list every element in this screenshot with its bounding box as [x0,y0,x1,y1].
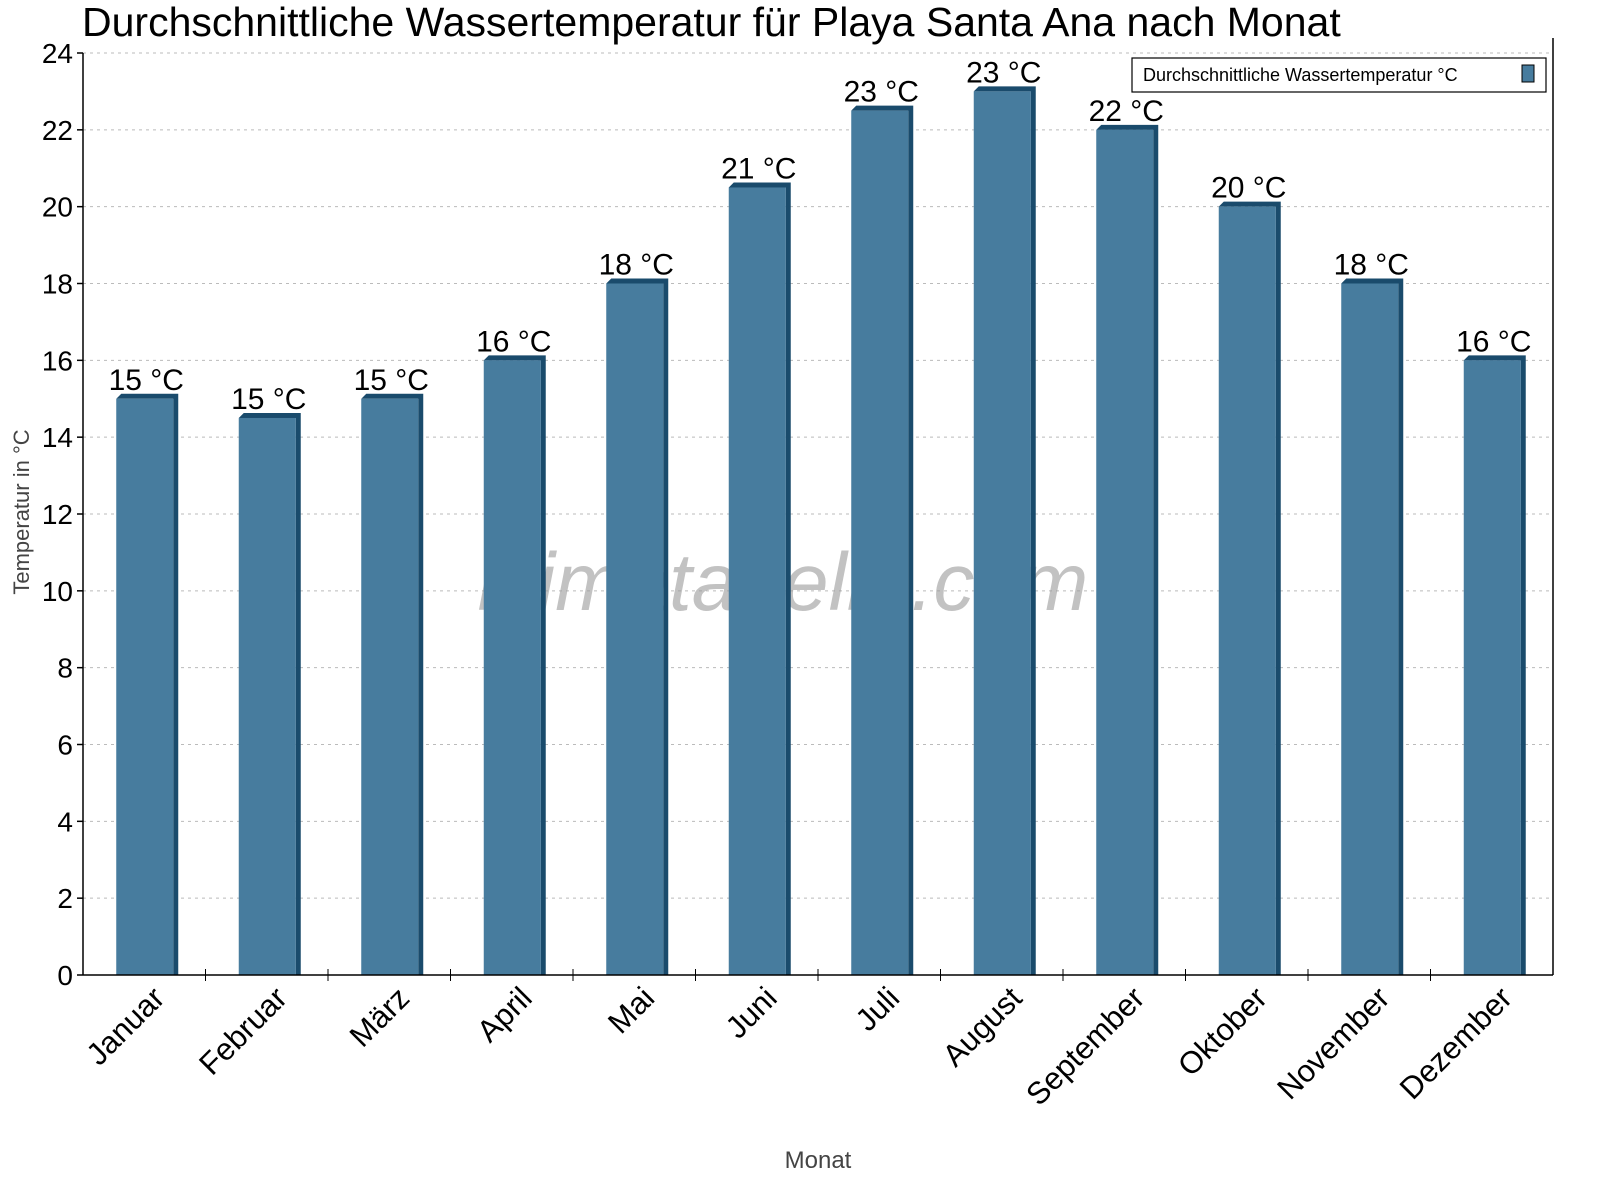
bars: 15 °C 15 °C 15 °C 16 °C 18 °C 21 °C 23 °C 23 °C… [109,56,1531,976]
y-tick-label: 0 [57,960,73,991]
legend: Durchschnittliche Wassertemperatur °C [1131,57,1547,93]
bar [851,110,909,975]
y-tick-label: 2 [57,883,73,914]
gridlines [83,52,1553,899]
y-tick-label: 8 [57,653,73,684]
x-tick-label: August [936,980,1029,1073]
legend-swatch [1521,64,1535,83]
x-tick-label: September [1019,980,1151,1112]
x-tick-label: Mai [601,980,661,1040]
bar [116,398,174,975]
data-label: 16 °C [1456,325,1531,358]
data-label: 15 °C [354,364,429,397]
data-label: 15 °C [109,364,184,397]
data-label: 15 °C [231,383,306,416]
data-label: 20 °C [1211,172,1286,205]
x-tick-label: Dezember [1393,980,1519,1106]
data-label: 23 °C [844,76,919,109]
y-tick-label: 4 [57,806,73,837]
y-tick-label: 12 [42,499,73,530]
x-tick-label: März [343,980,416,1053]
y-tick-label: 20 [42,192,73,223]
data-label: 23 °C [966,56,1041,89]
x-tick-label: Januar [79,980,171,1072]
x-tick-label: Februar [192,980,294,1082]
y-tick-label: 24 [42,38,73,69]
data-label: 21 °C [721,152,796,185]
data-label: 22 °C [1089,95,1164,128]
y-axis-label: Temperatur in °C [9,429,34,594]
bar [1218,206,1276,975]
data-label: 18 °C [1334,249,1409,282]
x-axis-label: Monat [785,1147,852,1174]
legend-label: Durchschnittliche Wassertemperatur °C [1143,65,1458,85]
y-tick-label: 22 [42,115,73,146]
y-tick-label: 6 [57,730,73,761]
y-tick-label: 14 [42,422,73,453]
bar [1341,283,1399,975]
legend-box [1131,57,1547,93]
data-label: 18 °C [599,249,674,282]
data-label: 16 °C [476,325,551,358]
bar [361,398,419,975]
y-tick-label: 10 [42,576,73,607]
bar [483,360,541,975]
bar [238,417,296,975]
x-tick-label: November [1270,980,1396,1106]
x-tick-label: Juli [849,980,907,1038]
x-tick-label: Oktober [1171,980,1274,1083]
bar [1096,129,1154,976]
bar [973,91,1031,975]
bar [1463,360,1521,975]
x-tick-label: Juni [719,980,784,1045]
chart-title: Durchschnittliche Wassertemperatur für P… [82,0,1341,45]
y-tick-label: 16 [42,345,73,376]
x-tick-label: April [470,980,539,1049]
bar [606,283,664,975]
y-tick-label: 18 [42,269,73,300]
bar [728,187,786,976]
